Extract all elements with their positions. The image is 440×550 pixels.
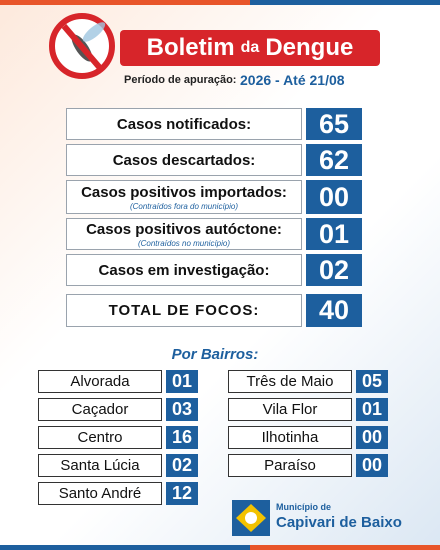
summary-value: 00 — [306, 180, 362, 214]
neighborhood-label: Vila Flor — [228, 398, 352, 421]
top-stripe — [250, 0, 440, 5]
title: Dengue — [265, 34, 354, 61]
summary-note: (Contraídos fora do município) — [129, 201, 239, 211]
summary-note: (Contraídos no município) — [137, 238, 231, 248]
neighborhood-value: 01 — [166, 370, 198, 393]
summary-value: 62 — [306, 144, 362, 176]
title-banner: Boletim da Dengue — [120, 30, 380, 66]
summary-label-box: Casos positivos autóctone: (Contraídos no… — [66, 218, 302, 250]
summary-value: 40 — [306, 294, 362, 327]
summary-value: 65 — [306, 108, 362, 140]
title: da — [240, 39, 260, 56]
summary-label: Casos em investigação: — [98, 261, 270, 279]
summary-label: TOTAL DE FOCOS: — [108, 302, 260, 319]
summary-label: Casos descartados: — [112, 151, 256, 169]
neighborhood-label: Centro — [38, 426, 162, 449]
summary-value: 02 — [306, 254, 362, 286]
summary-label-box: Casos em investigação: — [66, 254, 302, 286]
no-mosquito-icon — [49, 13, 115, 79]
neighborhood-value: 02 — [166, 454, 198, 477]
neighborhood-value: 12 — [166, 482, 198, 505]
summary-label-box: Casos positivos importados: (Contraídos f… — [66, 180, 302, 214]
summary-value: 01 — [306, 218, 362, 250]
period-value: 2026 - Até 21/08 — [240, 72, 345, 88]
neighborhood-value: 00 — [356, 426, 388, 449]
neighborhood-label: Paraíso — [228, 454, 352, 477]
summary-label-box: TOTAL DE FOCOS: — [66, 294, 302, 327]
summary-label-box: Casos notificados: — [66, 108, 302, 140]
logo-text: Capivari de Baixo — [276, 514, 402, 531]
neighborhood-label: Alvorada — [38, 370, 162, 393]
bottom-stripe — [250, 545, 440, 550]
neighborhood-label: Ilhotinha — [228, 426, 352, 449]
section-title: Por Bairros: — [171, 346, 259, 363]
top-stripe — [0, 0, 250, 5]
neighborhood-label: Santa Lúcia — [38, 454, 162, 477]
summary-label: Casos notificados: — [116, 115, 252, 133]
bottom-stripe — [0, 545, 250, 550]
logo-text: Município de — [276, 502, 331, 512]
summary-label: Casos positivos importados: — [81, 183, 287, 201]
neighborhood-value: 01 — [356, 398, 388, 421]
neighborhood-value: 16 — [166, 426, 198, 449]
summary-label-box: Casos descartados: — [66, 144, 302, 176]
neighborhood-value: 05 — [356, 370, 388, 393]
logo-emblem — [232, 500, 270, 536]
neighborhood-value: 00 — [356, 454, 388, 477]
neighborhood-label: Caçador — [38, 398, 162, 421]
neighborhood-label: Santo André — [38, 482, 162, 505]
title: Boletim — [146, 34, 235, 61]
neighborhood-label: Três de Maio — [228, 370, 352, 393]
neighborhood-value: 03 — [166, 398, 198, 421]
period-label: Período de apuração: — [124, 74, 237, 86]
summary-label: Casos positivos autóctone: — [86, 220, 282, 238]
